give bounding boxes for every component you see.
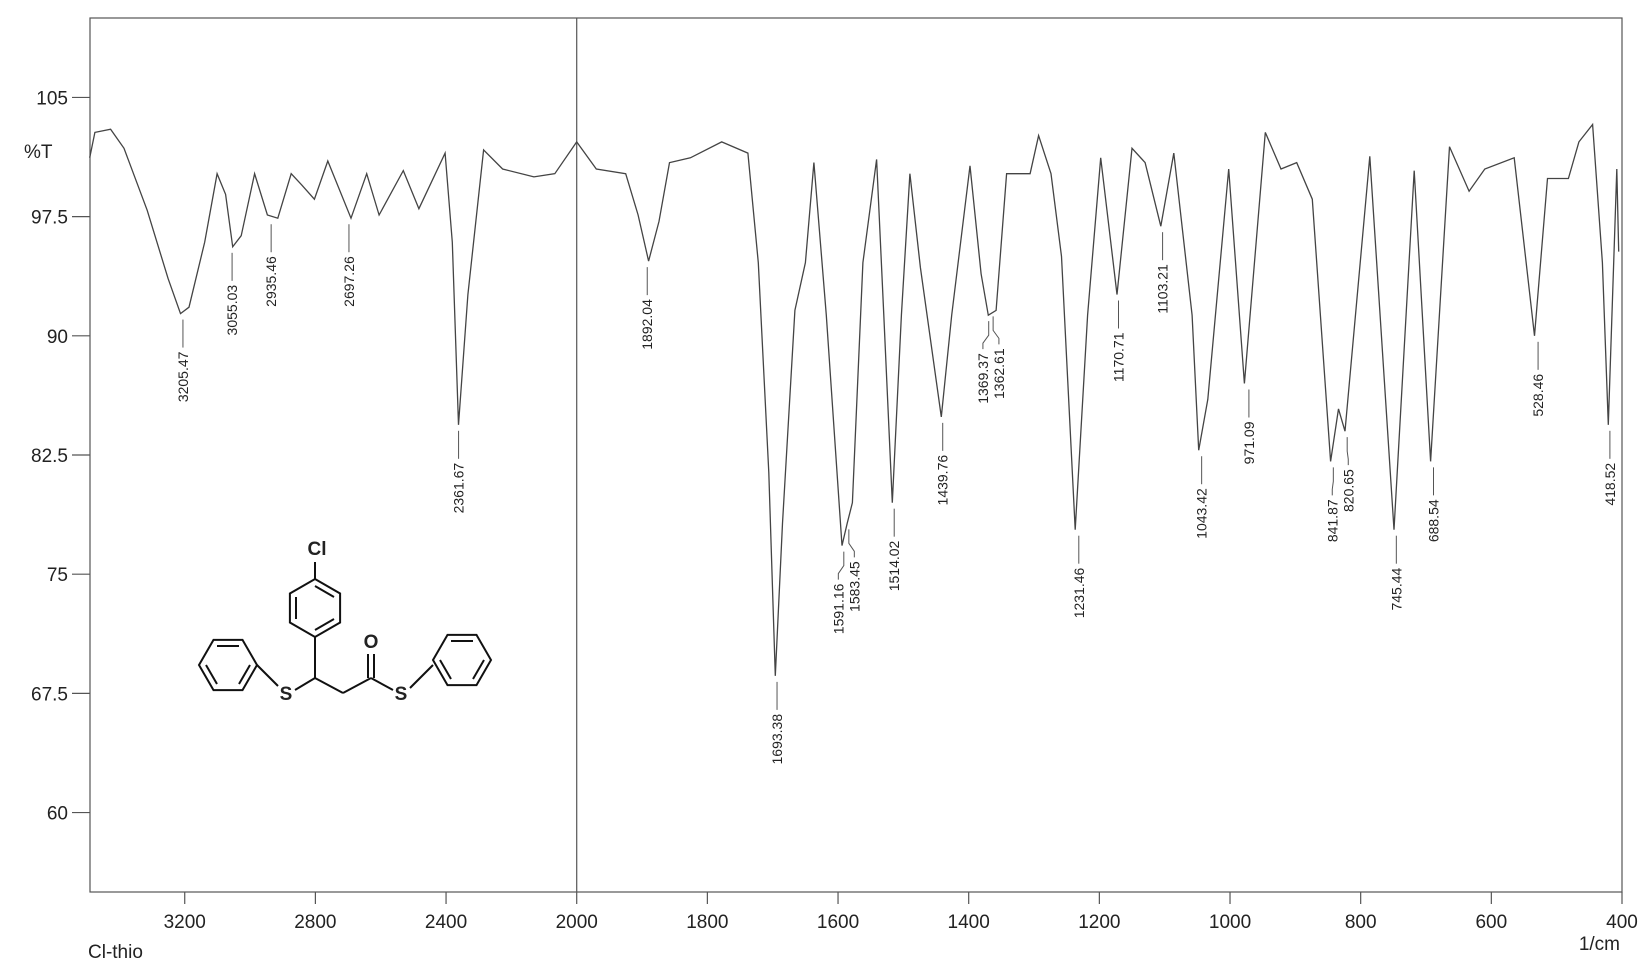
peak-label: 3055.03 bbox=[224, 285, 240, 336]
peak-label: 971.09 bbox=[1241, 421, 1257, 464]
atom-label: O bbox=[364, 632, 379, 653]
peak-label: 1231.46 bbox=[1071, 567, 1087, 618]
caption: Cl-thio bbox=[88, 942, 143, 961]
peak-label: 1514.02 bbox=[886, 540, 902, 591]
plot-frame bbox=[89, 17, 1623, 893]
structure: Cl O S S bbox=[197, 539, 493, 705]
x-tick-label: 3200 bbox=[164, 912, 206, 933]
y-tick-label: 67.5 bbox=[31, 684, 68, 705]
bond bbox=[238, 664, 251, 685]
atom-label: Cl bbox=[308, 539, 327, 560]
bond bbox=[409, 664, 434, 689]
atom-label: S bbox=[280, 684, 293, 705]
bond bbox=[205, 664, 218, 685]
x-tick-label: 1600 bbox=[817, 912, 859, 933]
peak-label: 418.52 bbox=[1602, 463, 1618, 506]
spectrum-line bbox=[89, 122, 1620, 676]
peak-label: 1103.21 bbox=[1155, 264, 1171, 314]
ring-outline bbox=[197, 638, 259, 692]
y-tick-label: 60 bbox=[47, 804, 68, 825]
ring bbox=[431, 633, 493, 687]
x-tick-label: 2800 bbox=[294, 912, 336, 933]
peak-label: 820.65 bbox=[1340, 469, 1356, 512]
peak-label: 1693.38 bbox=[769, 714, 785, 765]
peak-leader bbox=[992, 316, 1000, 345]
bond bbox=[314, 585, 335, 598]
bond bbox=[256, 664, 279, 687]
peak-leader bbox=[1331, 467, 1334, 496]
peak-leader bbox=[848, 529, 855, 558]
peak-label: 1170.71 bbox=[1110, 332, 1126, 382]
bond bbox=[370, 677, 394, 691]
peak-label: 1362.61 bbox=[991, 348, 1007, 399]
y-tick-label: 75 bbox=[47, 565, 68, 586]
peak-label: 1583.45 bbox=[846, 561, 862, 612]
peak-leader bbox=[1346, 437, 1349, 466]
x-tick-label: 1000 bbox=[1209, 912, 1251, 933]
ring bbox=[288, 577, 342, 639]
x-axis-label: 1/cm bbox=[1579, 934, 1620, 955]
x-tick-label: 600 bbox=[1475, 912, 1507, 933]
y-tick-label: 90 bbox=[47, 327, 68, 348]
peak-label: 2935.46 bbox=[263, 256, 279, 307]
peak-leader bbox=[837, 551, 845, 580]
peak-label: 688.54 bbox=[1425, 499, 1441, 542]
x-tick-label: 1400 bbox=[948, 912, 990, 933]
x-tick-label: 2400 bbox=[425, 912, 467, 933]
peak-label: 2361.67 bbox=[451, 463, 467, 514]
peak-label: 1591.16 bbox=[830, 583, 846, 634]
peak-label: 3205.47 bbox=[175, 351, 191, 402]
peak-label: 528.46 bbox=[1530, 374, 1546, 417]
atom-label: S bbox=[395, 684, 408, 705]
x-tick-label: 800 bbox=[1345, 912, 1377, 933]
ring-outline bbox=[431, 633, 493, 687]
bond bbox=[314, 677, 344, 694]
bond bbox=[472, 659, 485, 680]
y-tick-label: 82.5 bbox=[31, 446, 68, 467]
ring bbox=[197, 638, 259, 692]
peak-label: 1369.37 bbox=[975, 353, 991, 404]
x-tick-label: 400 bbox=[1606, 912, 1638, 933]
peak-label: 2697.26 bbox=[341, 256, 357, 307]
peak-leader bbox=[982, 321, 990, 350]
bond bbox=[439, 659, 452, 680]
peak-label: 841.87 bbox=[1324, 499, 1340, 542]
peak-label: 1439.76 bbox=[935, 455, 951, 506]
bond bbox=[314, 618, 335, 631]
x-tick-label: 2000 bbox=[556, 912, 598, 933]
peak-label: 1892.04 bbox=[639, 299, 655, 350]
peak-label: 745.44 bbox=[1388, 567, 1404, 610]
x-tick-label: 1200 bbox=[1078, 912, 1120, 933]
y-tick-label: 105 bbox=[36, 88, 68, 109]
peak-label: 1043.42 bbox=[1194, 488, 1210, 539]
ring-outline bbox=[288, 577, 342, 639]
bond bbox=[294, 677, 316, 691]
bond bbox=[342, 677, 372, 694]
x-tick-label: 1800 bbox=[686, 912, 728, 933]
y-tick-label: 97.5 bbox=[31, 208, 68, 229]
y-axis-label: %T bbox=[24, 142, 53, 163]
